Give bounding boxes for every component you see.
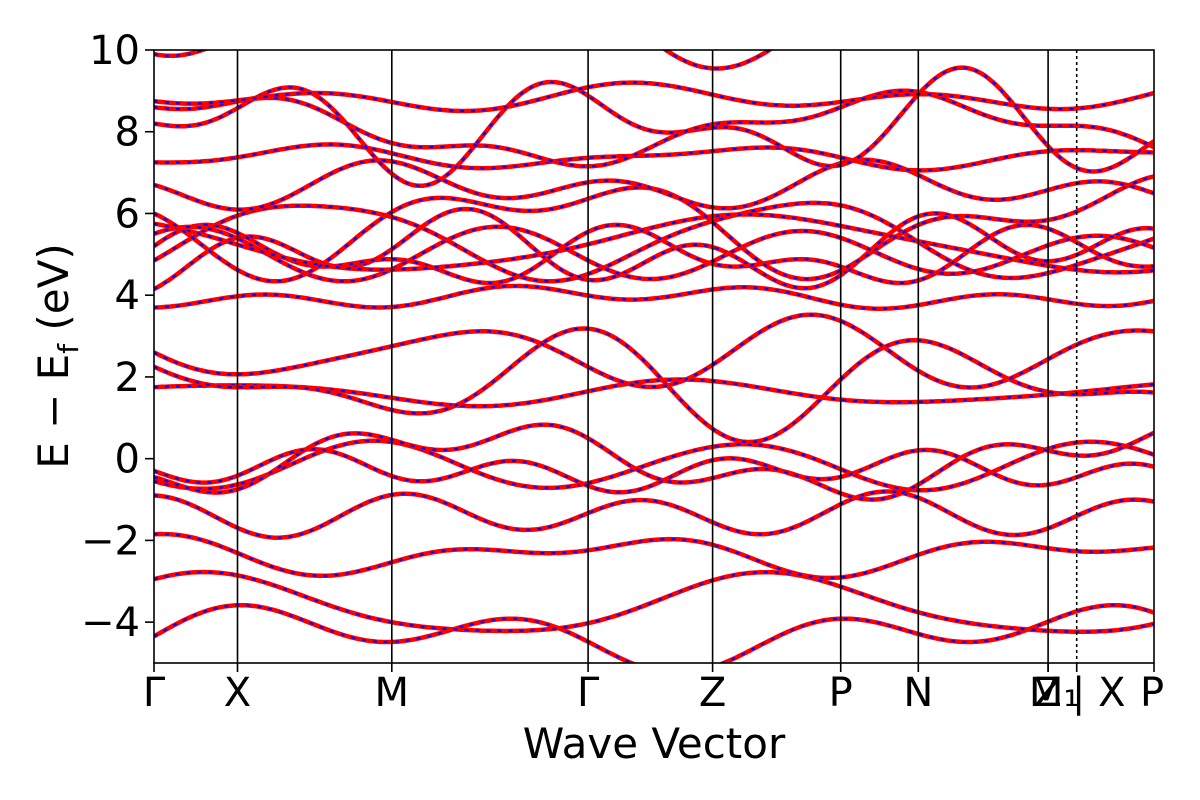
band-line-blue-dashed	[154, 143, 1154, 172]
band-line-red	[154, 531, 1154, 581]
x-tick-label: M₁	[1029, 670, 1080, 716]
band-line-blue-dashed	[154, 604, 1154, 663]
band-line-blue-dashed	[154, 439, 1154, 492]
y-tick-label: 8	[115, 110, 140, 156]
band-line-blue-dashed	[154, 223, 1154, 285]
x-tick-label: M	[375, 670, 410, 716]
y-axis-label-unit: (eV)	[29, 243, 78, 344]
x-tick-label: | X	[1072, 670, 1126, 716]
band-line-blue-dashed	[154, 66, 1154, 187]
band-line-red	[154, 569, 1154, 635]
x-axis-label: Wave Vector	[523, 719, 786, 768]
y-axis-label-sub: f	[52, 343, 85, 354]
x-tick-label: Z	[1034, 670, 1061, 716]
x-tick-label: N	[903, 670, 933, 716]
band-line-blue-dashed	[154, 158, 1154, 211]
x-tick-label: Z	[699, 670, 726, 716]
y-axis-label: E − Ef (eV)	[29, 243, 85, 469]
band-line-red	[154, 88, 1154, 169]
y-tick-label: −2	[81, 518, 140, 564]
x-tick-label: P	[829, 670, 853, 716]
band-line-blue-dashed	[154, 284, 1154, 310]
y-tick-label: 0	[115, 437, 140, 483]
band-line-red	[154, 422, 1154, 502]
kpoint-lines	[236, 50, 1078, 663]
y-axis: −4 −2 0 2 4 6 8 10	[81, 28, 154, 646]
band-line-blue-dashed	[154, 490, 1154, 539]
band-line-red	[154, 326, 1154, 445]
x-tick-label: X	[224, 670, 251, 716]
y-tick-label: −4	[81, 600, 140, 646]
y-tick-label: 10	[89, 28, 140, 74]
band-line-blue-dashed	[154, 448, 1154, 494]
band-line-blue-dashed	[154, 207, 1154, 291]
x-tick-label: P	[1140, 670, 1164, 716]
band-line-blue-dashed	[154, 313, 1154, 389]
bands-layer	[154, 50, 1154, 663]
band-line-blue-dashed	[154, 81, 1154, 113]
band-line-blue-dashed	[154, 213, 1154, 274]
x-tick-label: Γ	[577, 670, 600, 716]
y-tick-label: 4	[115, 273, 140, 319]
band-line-blue-dashed	[154, 175, 1154, 283]
plot-frame	[153, 49, 1155, 664]
x-tick-label: Γ	[143, 670, 166, 716]
y-tick-label: 2	[115, 355, 140, 401]
y-tick-label: 6	[115, 191, 140, 237]
y-axis-label-main: E − E	[29, 354, 78, 469]
band-line-blue-dashed	[154, 225, 1154, 283]
band-line-blue-dashed	[154, 201, 1154, 283]
